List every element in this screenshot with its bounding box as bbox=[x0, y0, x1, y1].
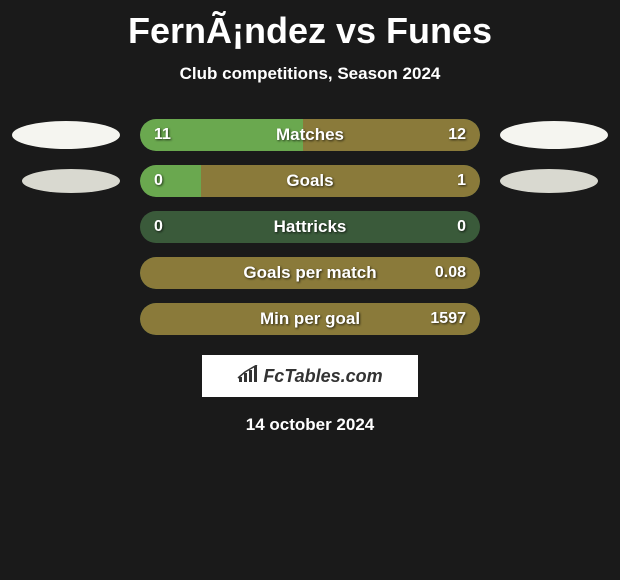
logo-label: FcTables.com bbox=[263, 366, 382, 387]
stat-row: 11Matches12 bbox=[0, 119, 620, 151]
stat-value-right: 0.08 bbox=[435, 264, 466, 282]
stat-label: Goals bbox=[140, 171, 480, 191]
stat-row: Min per goal1597 bbox=[0, 303, 620, 335]
stat-label: Goals per match bbox=[140, 263, 480, 283]
stat-row: Goals per match0.08 bbox=[0, 257, 620, 289]
stat-label: Min per goal bbox=[140, 309, 480, 329]
stat-label: Matches bbox=[140, 125, 480, 145]
player-marker-right bbox=[500, 121, 608, 149]
stat-label: Hattricks bbox=[140, 217, 480, 237]
stat-value-right: 1 bbox=[457, 172, 466, 190]
stat-row: 0Hattricks0 bbox=[0, 211, 620, 243]
stat-bar: 0Hattricks0 bbox=[140, 211, 480, 243]
player-marker-right bbox=[500, 169, 598, 193]
chart-icon bbox=[237, 365, 259, 388]
stat-bar: 0Goals1 bbox=[140, 165, 480, 197]
stat-row: 0Goals1 bbox=[0, 165, 620, 197]
logo-text: FcTables.com bbox=[237, 365, 382, 388]
stat-value-right: 0 bbox=[457, 218, 466, 236]
comparison-container: FernÃ¡ndez vs Funes Club competitions, S… bbox=[0, 0, 620, 435]
logo-box: FcTables.com bbox=[202, 355, 418, 397]
stat-bar: Goals per match0.08 bbox=[140, 257, 480, 289]
stat-value-right: 1597 bbox=[430, 310, 466, 328]
stat-value-right: 12 bbox=[448, 126, 466, 144]
stats-area: 11Matches120Goals10Hattricks0Goals per m… bbox=[0, 119, 620, 335]
page-title: FernÃ¡ndez vs Funes bbox=[0, 10, 620, 52]
date-text: 14 october 2024 bbox=[0, 415, 620, 435]
page-subtitle: Club competitions, Season 2024 bbox=[0, 64, 620, 84]
player-marker-left bbox=[22, 169, 120, 193]
stat-bar: Min per goal1597 bbox=[140, 303, 480, 335]
stat-bar: 11Matches12 bbox=[140, 119, 480, 151]
player-marker-left bbox=[12, 121, 120, 149]
